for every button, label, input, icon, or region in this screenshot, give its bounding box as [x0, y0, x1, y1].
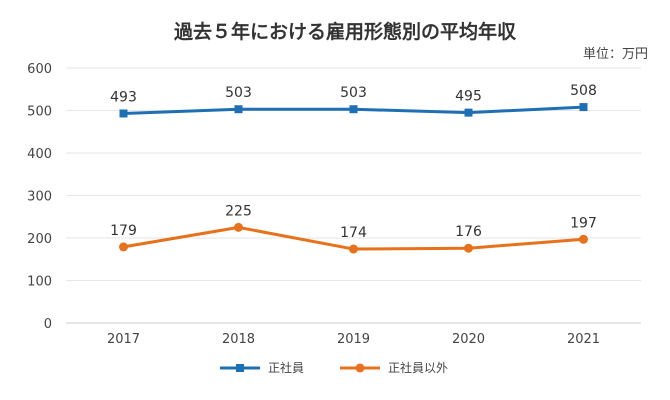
y-tick-label: 100 [27, 275, 52, 290]
data-point [234, 222, 243, 232]
data-point [119, 242, 128, 252]
legend-label: 正社員以外 [388, 360, 448, 375]
data-label: 176 [455, 224, 482, 240]
chart-title: 過去５年における雇用形態別の平均年収 [174, 20, 517, 43]
data-label: 225 [225, 203, 252, 219]
x-tick-label: 2021 [567, 332, 600, 347]
data-point [349, 244, 358, 254]
x-tick-label: 2019 [337, 332, 370, 347]
y-tick-label: 200 [27, 232, 52, 247]
legend-label: 正社員 [268, 360, 304, 375]
y-tick-label: 0 [44, 317, 52, 332]
legend-marker [355, 363, 365, 373]
y-tick-label: 600 [27, 62, 52, 77]
x-tick-label: 2020 [452, 332, 485, 347]
data-label: 508 [570, 83, 597, 99]
y-axis: 0 100 200 300 400 500 600 [27, 62, 52, 332]
data-label: 179 [110, 223, 137, 239]
data-point [464, 108, 473, 117]
data-point [464, 243, 473, 253]
data-point [579, 234, 588, 244]
data-label: 493 [110, 89, 137, 105]
data-point [119, 109, 128, 118]
y-tick-label: 300 [27, 190, 52, 205]
y-tick-label: 400 [27, 147, 52, 162]
x-tick-label: 2017 [107, 332, 140, 347]
data-label: 503 [340, 85, 367, 101]
data-label: 174 [340, 225, 367, 241]
x-axis: 2017 2018 2019 2020 2021 [107, 332, 600, 347]
data-point [349, 105, 358, 114]
legend-marker [236, 364, 244, 372]
data-label: 503 [225, 85, 252, 101]
legend: 正社員 正社員以外 [220, 360, 448, 375]
y-tick-label: 500 [27, 105, 52, 120]
data-label: 495 [455, 89, 482, 105]
unit-label: 単位：万円 [583, 46, 648, 62]
data-label: 197 [570, 215, 597, 231]
data-point [234, 105, 243, 114]
x-tick-label: 2018 [222, 332, 255, 347]
series-group: 493 503 503 495 508 179 225 174 176 197 [110, 83, 597, 254]
data-point [579, 103, 588, 112]
